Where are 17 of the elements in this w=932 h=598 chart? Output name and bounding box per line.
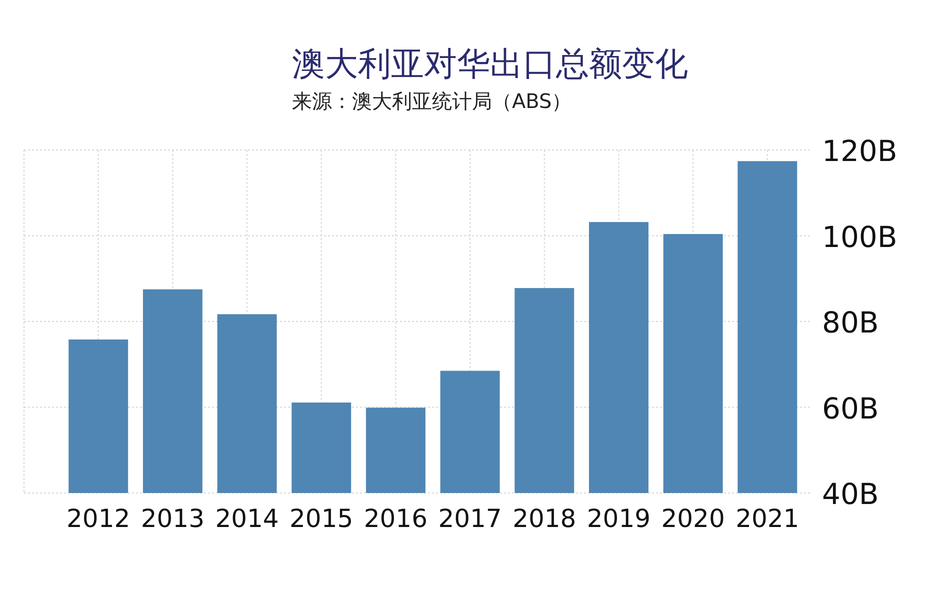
xtick: 2015 [290,504,354,533]
title: 澳大利亚对华出口总额变化 [292,44,688,83]
subtitle: 来源：澳大利亚统计局（ABS） [292,89,572,113]
ytick: 120B [822,134,898,168]
xtick: 2013 [140,504,204,533]
xtick: 2019 [586,504,651,533]
xtick: 2020 [661,504,725,533]
xtick: 2021 [736,504,800,533]
ytick: 60B [822,391,879,426]
xtick: 2017 [438,504,502,533]
ytick: 100B [822,220,898,254]
xtick: 2012 [66,504,130,533]
xtick: 2014 [215,504,279,533]
xtick: 2016 [364,504,428,533]
ytick: 80B [822,306,879,340]
ytick: 40B [822,477,879,511]
xtick: 2018 [512,504,576,533]
